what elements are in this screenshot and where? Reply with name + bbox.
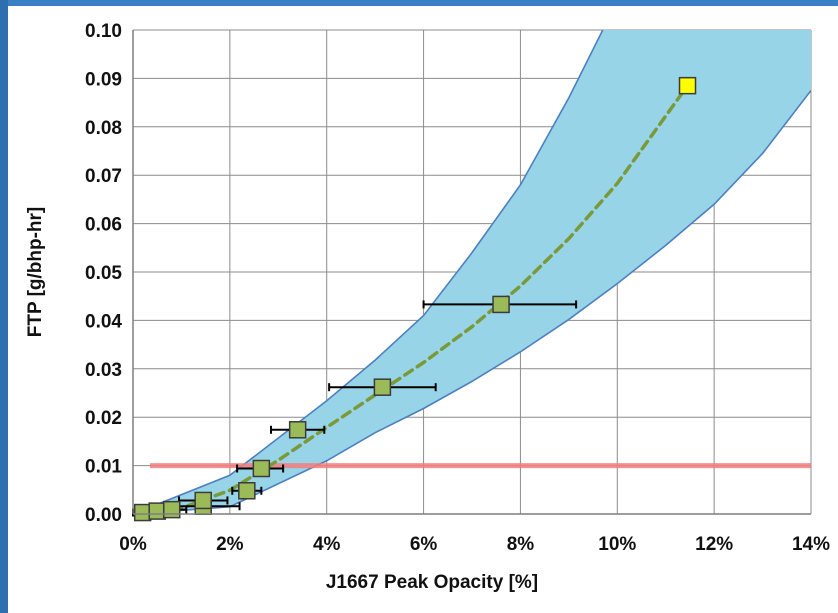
left-border bbox=[0, 0, 8, 613]
x-tick-label-3: 6% bbox=[410, 534, 438, 555]
x-tick-label-5: 10% bbox=[598, 534, 636, 555]
y-tick-label-1: 0.01 bbox=[85, 457, 122, 478]
data-point-7 bbox=[288, 421, 307, 439]
y-tick-label-3: 0.03 bbox=[85, 360, 122, 381]
x-tick-label-0: 0% bbox=[119, 534, 147, 555]
x-axis-title: J1667 Peak Opacity [%] bbox=[326, 572, 538, 593]
y-tick-labels: 0.00 0.01 0.02 0.03 0.04 0.05 0.06 0.07 0.08 0.09… bbox=[85, 21, 122, 526]
confidence-band bbox=[133, 30, 811, 514]
data-point-6 bbox=[252, 459, 271, 478]
trend-line bbox=[140, 83, 690, 514]
data-point-2 bbox=[162, 500, 181, 519]
y-tick-label-6: 0.06 bbox=[85, 215, 122, 236]
y-tick-label-4: 0.04 bbox=[85, 311, 122, 332]
y-tick-label-5: 0.05 bbox=[85, 263, 122, 284]
data-point-10 bbox=[678, 76, 697, 95]
y-tick-label-9: 0.09 bbox=[85, 69, 122, 90]
x-tick-label-2: 4% bbox=[313, 534, 341, 555]
data-point-0 bbox=[133, 503, 152, 522]
x-tick-label-6: 12% bbox=[695, 534, 733, 555]
axes bbox=[132, 30, 811, 515]
band-fill bbox=[133, 30, 811, 514]
y-axis-title: FTP [g/bhp-hr] bbox=[25, 207, 46, 338]
data-point-5 bbox=[238, 482, 256, 500]
band-lower-edge bbox=[133, 90, 811, 514]
data-point-1 bbox=[148, 502, 166, 520]
y-tick-label-2: 0.02 bbox=[85, 408, 122, 429]
data-point-4 bbox=[194, 491, 212, 510]
trend-line-group bbox=[140, 83, 690, 514]
data-markers bbox=[133, 76, 697, 522]
x-tick-label-7: 14% bbox=[792, 534, 830, 555]
x-tick-label-4: 8% bbox=[507, 534, 535, 555]
y-tick-label-10: 0.10 bbox=[85, 21, 122, 42]
x-tick-labels: 0% 2% 4% 6% 8% 10% 12% 14% bbox=[119, 534, 830, 555]
y-tick-label-8: 0.08 bbox=[85, 118, 122, 139]
data-point-9 bbox=[492, 295, 510, 314]
data-point-8 bbox=[373, 378, 392, 396]
band-upper-edge bbox=[133, 30, 604, 514]
top-border bbox=[0, 0, 838, 6]
y-tick-label-0: 0.00 bbox=[85, 505, 122, 526]
x-tick-label-1: 2% bbox=[216, 534, 244, 555]
y-tick-label-7: 0.07 bbox=[85, 166, 122, 187]
